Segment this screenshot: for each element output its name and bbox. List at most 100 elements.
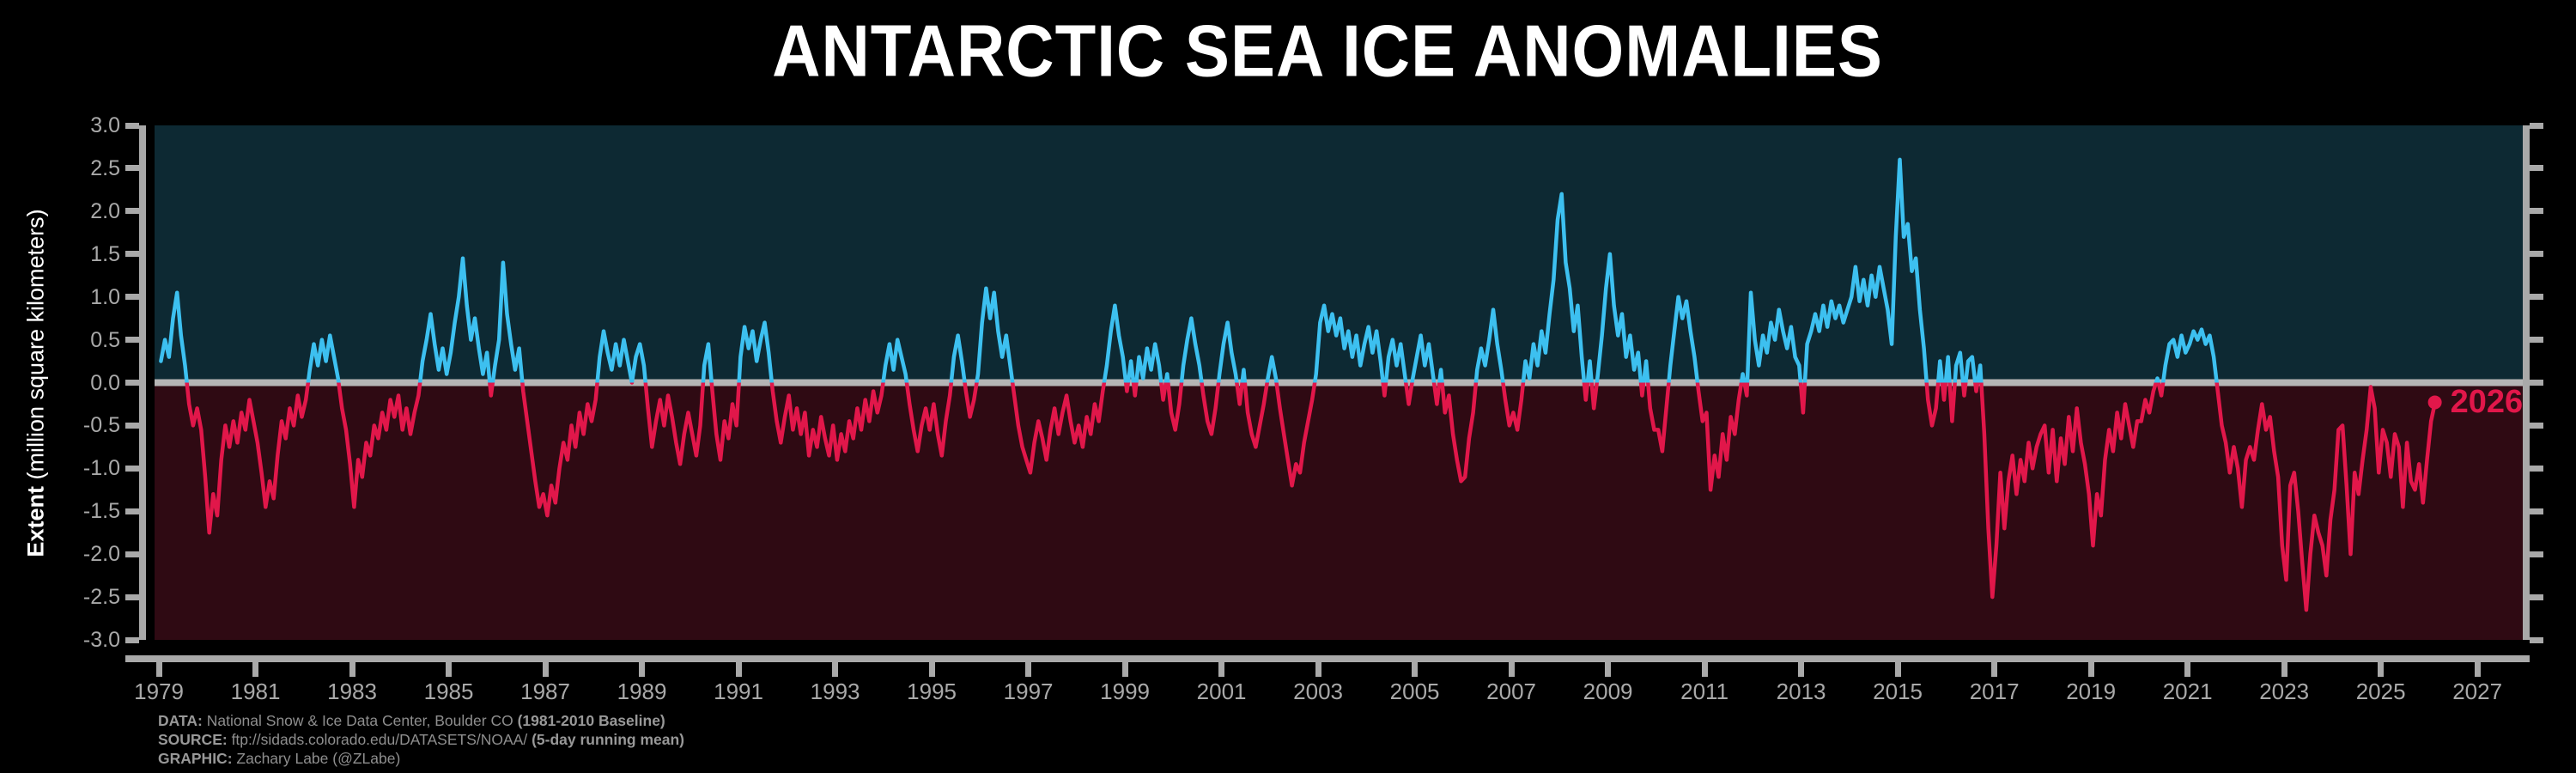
zero-baseline bbox=[155, 379, 2523, 386]
x-tick-label: 2025 bbox=[2355, 679, 2406, 704]
y-tick-label: -2.5 bbox=[82, 585, 120, 610]
y-tick-mark-right bbox=[2530, 636, 2543, 643]
x-tick-mark bbox=[2378, 662, 2385, 677]
data-credit-line: DATA: National Snow & Ice Data Center, B… bbox=[158, 712, 665, 729]
x-tick-label: 1989 bbox=[617, 679, 667, 704]
x-tick-label: 2007 bbox=[1486, 679, 1537, 704]
x-tick-mark bbox=[446, 662, 453, 677]
y-tick-mark-right bbox=[2530, 593, 2543, 600]
x-tick-mark bbox=[1508, 662, 1515, 677]
x-tick-mark bbox=[928, 662, 935, 677]
right-axis-spine bbox=[2523, 125, 2530, 640]
x-tick-label: 1987 bbox=[520, 679, 570, 704]
y-tick-mark-left bbox=[125, 337, 139, 344]
y-tick-mark-right bbox=[2530, 508, 2543, 514]
y-tick-mark-left bbox=[125, 165, 139, 172]
x-tick-label: 2021 bbox=[2162, 679, 2213, 704]
bottom-axis-line bbox=[125, 655, 2530, 662]
x-tick-label: 1985 bbox=[423, 679, 474, 704]
x-tick-label: 1991 bbox=[714, 679, 763, 704]
x-tick-mark bbox=[349, 662, 355, 677]
x-tick-mark bbox=[1412, 662, 1419, 677]
x-tick-mark bbox=[2281, 662, 2287, 677]
y-tick-label: 1.0 bbox=[90, 284, 120, 309]
y-tick-mark-right bbox=[2530, 551, 2543, 557]
x-tick-mark bbox=[1605, 662, 1612, 677]
x-tick-label: 2013 bbox=[1776, 679, 1826, 704]
y-tick-mark-right bbox=[2530, 122, 2543, 129]
latest-value-dot bbox=[2427, 395, 2442, 410]
y-tick-label: -2.0 bbox=[82, 542, 120, 567]
x-tick-mark bbox=[2184, 662, 2191, 677]
y-tick-mark-right bbox=[2530, 380, 2543, 386]
x-tick-label: 1981 bbox=[230, 679, 281, 704]
y-tick-mark-right bbox=[2530, 165, 2543, 172]
x-tick-mark bbox=[1894, 662, 1901, 677]
y-tick-label: 0.0 bbox=[90, 370, 120, 395]
y-tick-mark-right bbox=[2530, 251, 2543, 258]
x-tick-mark bbox=[1025, 662, 1032, 677]
x-tick-mark bbox=[1701, 662, 1708, 677]
x-tick-mark bbox=[1991, 662, 1998, 677]
y-tick-mark-left bbox=[125, 251, 139, 258]
graphic-credit-line: GRAPHIC: Zachary Labe (@ZLabe) bbox=[158, 750, 401, 767]
y-tick-label: -0.5 bbox=[82, 413, 120, 438]
x-tick-mark bbox=[542, 662, 549, 677]
y-tick-label: 0.5 bbox=[90, 327, 120, 352]
y-tick-mark-left bbox=[125, 636, 139, 643]
x-tick-label: 2015 bbox=[1873, 679, 1923, 704]
x-tick-label: 1979 bbox=[134, 679, 184, 704]
x-tick-mark bbox=[252, 662, 259, 677]
x-tick-label: 2011 bbox=[1680, 679, 1729, 704]
x-tick-label: 2009 bbox=[1583, 679, 1633, 704]
y-tick-mark-right bbox=[2530, 465, 2543, 472]
x-tick-mark bbox=[1798, 662, 1805, 677]
x-tick-label: 2005 bbox=[1389, 679, 1440, 704]
y-tick-label: -1.0 bbox=[82, 456, 120, 481]
y-tick-mark-right bbox=[2530, 422, 2543, 429]
x-tick-mark bbox=[1218, 662, 1225, 677]
sea-ice-anomaly-timeseries bbox=[155, 125, 2523, 640]
x-tick-mark bbox=[2474, 662, 2481, 677]
attribution-block: DATA: National Snow & Ice Data Center, B… bbox=[158, 711, 684, 768]
y-tick-mark-left bbox=[125, 208, 139, 215]
y-tick-mark-right bbox=[2530, 294, 2543, 301]
y-tick-mark-right bbox=[2530, 208, 2543, 215]
positive-anomaly-region bbox=[155, 125, 2523, 383]
y-tick-mark-right bbox=[2530, 337, 2543, 344]
source-credit-line: SOURCE: ftp://sidads.colorado.edu/DATASE… bbox=[158, 731, 685, 748]
chart-title: ANTARCTIC SEA ICE ANOMALIES bbox=[772, 9, 1883, 93]
x-tick-mark bbox=[832, 662, 839, 677]
x-tick-label: 2001 bbox=[1196, 679, 1247, 704]
x-tick-label: 2019 bbox=[2066, 679, 2117, 704]
x-tick-label: 1995 bbox=[907, 679, 957, 704]
y-tick-mark-left bbox=[125, 294, 139, 301]
y-tick-mark-left bbox=[125, 508, 139, 514]
anomaly-line-negative bbox=[185, 382, 2438, 612]
x-tick-label: 1983 bbox=[327, 679, 377, 704]
y-tick-label: 2.5 bbox=[90, 155, 120, 180]
y-tick-label: 1.5 bbox=[90, 241, 120, 266]
y-tick-mark-left bbox=[125, 551, 139, 557]
x-tick-mark bbox=[639, 662, 646, 677]
y-tick-mark-left bbox=[125, 380, 139, 386]
x-tick-mark bbox=[1315, 662, 1321, 677]
x-tick-mark bbox=[735, 662, 742, 677]
y-tick-mark-left bbox=[125, 122, 139, 129]
y-tick-label: 2.0 bbox=[90, 198, 120, 223]
y-tick-label: -3.0 bbox=[82, 628, 120, 652]
x-tick-label: 1993 bbox=[810, 679, 860, 704]
y-tick-mark-left bbox=[125, 465, 139, 472]
y-tick-label: -1.5 bbox=[82, 499, 120, 524]
x-tick-label: 2003 bbox=[1293, 679, 1343, 704]
x-tick-label: 2017 bbox=[1969, 679, 2020, 704]
x-tick-mark bbox=[1121, 662, 1128, 677]
x-tick-mark bbox=[2087, 662, 2094, 677]
x-tick-mark bbox=[155, 662, 162, 677]
negative-anomaly-region bbox=[155, 382, 2523, 640]
x-tick-label: 1997 bbox=[1003, 679, 1054, 704]
latest-year-annotation: 2026 bbox=[2450, 384, 2524, 421]
x-tick-label: 2023 bbox=[2259, 679, 2310, 704]
y-tick-mark-left bbox=[125, 422, 139, 429]
